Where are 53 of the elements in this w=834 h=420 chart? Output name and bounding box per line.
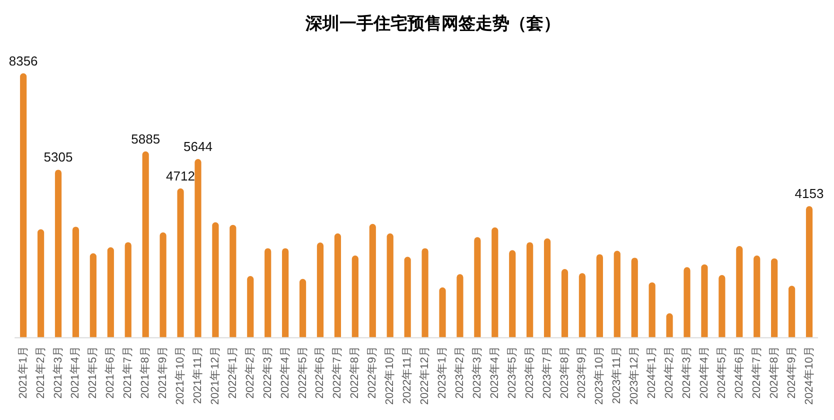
x-tick-label: 2021年5月 (87, 346, 100, 399)
x-tick-label: 2021年9月 (157, 346, 170, 399)
x-tick-label: 2022年10月 (384, 346, 396, 405)
x-tick-label: 2024年8月 (768, 346, 780, 399)
x-tick-label: 2023年7月 (541, 346, 554, 399)
x-tick-label: 2021年1月 (17, 346, 30, 399)
x-tick-label: 2023年3月 (471, 346, 484, 399)
x-tick-label: 2023年9月 (576, 346, 588, 399)
x-tick-label: 2021年3月 (52, 346, 64, 399)
x-tick-label: 2022年4月 (279, 346, 292, 399)
x-tick-label: 2023年5月 (506, 346, 518, 399)
x-tick-label: 2021年12月 (209, 346, 222, 405)
x-tick-label: 2021年10月 (174, 346, 187, 405)
x-tick-label: 2022年3月 (262, 346, 274, 399)
x-tick-label: 2023年2月 (454, 346, 466, 399)
x-tick-label: 2024年6月 (733, 346, 746, 399)
title: 深圳一手住宅预售网签走势（套） (306, 14, 560, 33)
data-label: 5305 (44, 150, 73, 165)
x-tick-label: 2024年2月 (664, 346, 676, 399)
x-tick-label: 2023年4月 (488, 346, 501, 399)
x-tick-label: 2024年3月 (681, 346, 694, 399)
x-tick-label: 2023年10月 (594, 346, 606, 405)
x-tick-label: 2023年6月 (524, 346, 536, 399)
x-tick-label: 2022年6月 (314, 346, 326, 399)
x-tick-label: 2023年11月 (611, 346, 624, 404)
x-tick-label: 2022年9月 (366, 346, 379, 399)
data-label: 4153 (794, 186, 824, 202)
x-tick-label: 2021年4月 (70, 346, 82, 399)
data-label: 5885 (131, 131, 160, 146)
x-tick-label: 2024年7月 (750, 346, 763, 399)
x-tick-label: 2021年11月 (192, 346, 204, 404)
x-tick-label: 2022年2月 (244, 346, 256, 399)
x-tick-label: 2022年12月 (419, 346, 432, 405)
x-tick-label: 2023年12月 (628, 346, 641, 405)
data-label: 5644 (184, 138, 212, 154)
x-tick-label: 2024年10月 (803, 346, 816, 405)
x-tick-label: 2024年9月 (786, 346, 798, 399)
x-tick-label: 2022年7月 (332, 346, 344, 399)
x-tick-label: 2022年8月 (349, 346, 362, 399)
x-tick-label: 2022年1月 (226, 346, 239, 399)
x-tick-label: 2024年1月 (646, 346, 658, 399)
data-label: 8356 (8, 53, 38, 68)
x-tick-label: 2021年7月 (122, 346, 134, 399)
x-tick-label: 2024年5月 (716, 346, 728, 399)
x-tick-label: 2022年11月 (402, 346, 414, 404)
data-label: 4712 (166, 168, 195, 184)
x-tick-label: 2021年6月 (104, 346, 117, 399)
x-tick-label: 2023年1月 (436, 346, 448, 399)
x-tick-label: 2022年5月 (296, 346, 309, 399)
x-tick-label: 2021年2月 (34, 346, 47, 399)
x-tick-label: 2024年4月 (698, 346, 710, 399)
x-tick-label: 2023年8月 (558, 346, 571, 399)
x-tick-label: 2021年8月 (140, 346, 152, 399)
